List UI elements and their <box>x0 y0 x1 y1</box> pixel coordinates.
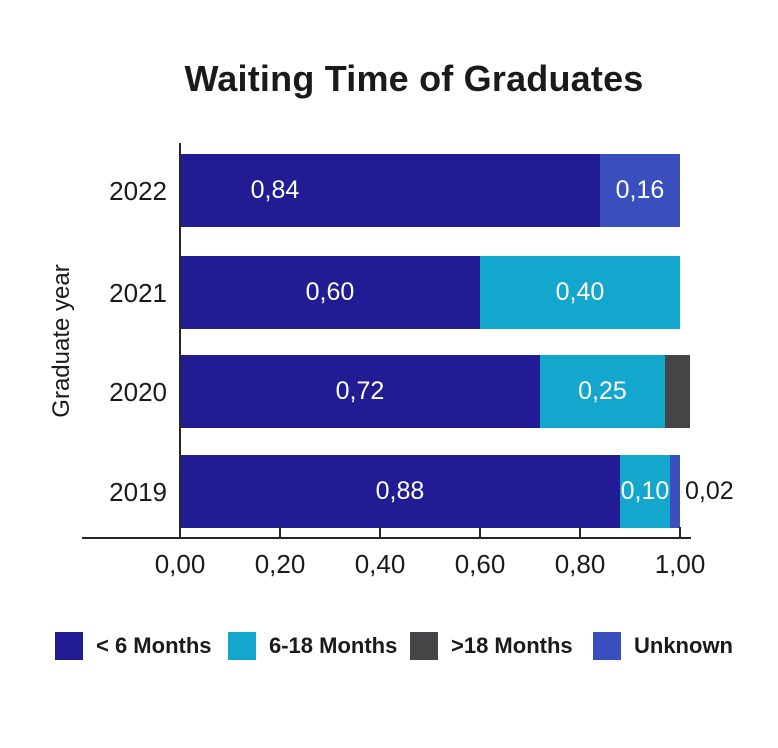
bar-segment-2020 <box>180 355 540 428</box>
legend-label: >18 Months <box>451 633 573 658</box>
legend-swatch <box>55 632 83 660</box>
bar-segment-2019 <box>620 455 670 528</box>
y-axis-title: Graduate year <box>48 264 75 418</box>
category-label-2019: 2019 <box>109 476 167 507</box>
x-tick-label: 1,00 <box>654 549 706 579</box>
legend-label: Unknown <box>634 633 733 658</box>
category-label-2022: 2022 <box>109 175 167 206</box>
bar-value-label: 0,16 <box>615 176 665 204</box>
x-tick-label: 0,60 <box>454 549 506 579</box>
chart-title: Waiting Time of Graduates <box>184 58 644 99</box>
bar-value-label: 0,40 <box>555 278 605 306</box>
plot-area: 0,84 0,16 0,60 0,40 0,72 0,25 0,88 0,10 0,02 <box>180 143 734 538</box>
bar-segment-2022 <box>600 154 680 227</box>
x-tick-label: 0,00 <box>154 549 206 579</box>
x-tick-label: 0,40 <box>354 549 406 579</box>
x-tick-label: 0,80 <box>554 549 606 579</box>
legend-swatch <box>410 632 438 660</box>
legend-label: < 6 Months <box>96 633 212 658</box>
bar-value-label: 0,10 <box>620 477 670 505</box>
legend-label: 6-18 Months <box>269 633 398 658</box>
legend-swatch <box>593 632 621 660</box>
x-tick <box>279 527 281 537</box>
bar-value-label: 0,88 <box>375 477 425 505</box>
x-tick-label: 0,20 <box>254 549 306 579</box>
legend-item: >18 Months <box>410 632 573 660</box>
legend-item: Unknown <box>593 632 733 660</box>
legend-item: 6-18 Months <box>228 632 397 660</box>
bar-value-label: 0,02 <box>685 477 734 505</box>
bar-segment-2019 <box>180 455 620 528</box>
x-axis-line <box>82 537 691 539</box>
bar-segment-2019 <box>670 455 680 528</box>
x-tick <box>579 527 581 537</box>
bar-segment-2020 <box>665 355 690 428</box>
bar-value-label: 0,60 <box>305 278 355 306</box>
bar-value-label: 0,25 <box>578 377 627 405</box>
legend-swatch <box>228 632 256 660</box>
bar-segment-2020 <box>540 355 665 428</box>
bar-segment-2021 <box>480 256 680 329</box>
y-axis-line <box>179 143 181 539</box>
x-tick <box>679 527 681 537</box>
category-label-2020: 2020 <box>109 376 167 407</box>
bar-value-label: 0,84 <box>250 176 300 204</box>
bar-segment-2022 <box>180 154 600 227</box>
bar-value-label: 0,72 <box>335 377 385 405</box>
category-label-2021: 2021 <box>109 277 167 308</box>
x-tick <box>379 527 381 537</box>
bar-segment-2021 <box>180 256 480 329</box>
legend-item: < 6 Months <box>55 632 212 660</box>
x-tick <box>479 527 481 537</box>
